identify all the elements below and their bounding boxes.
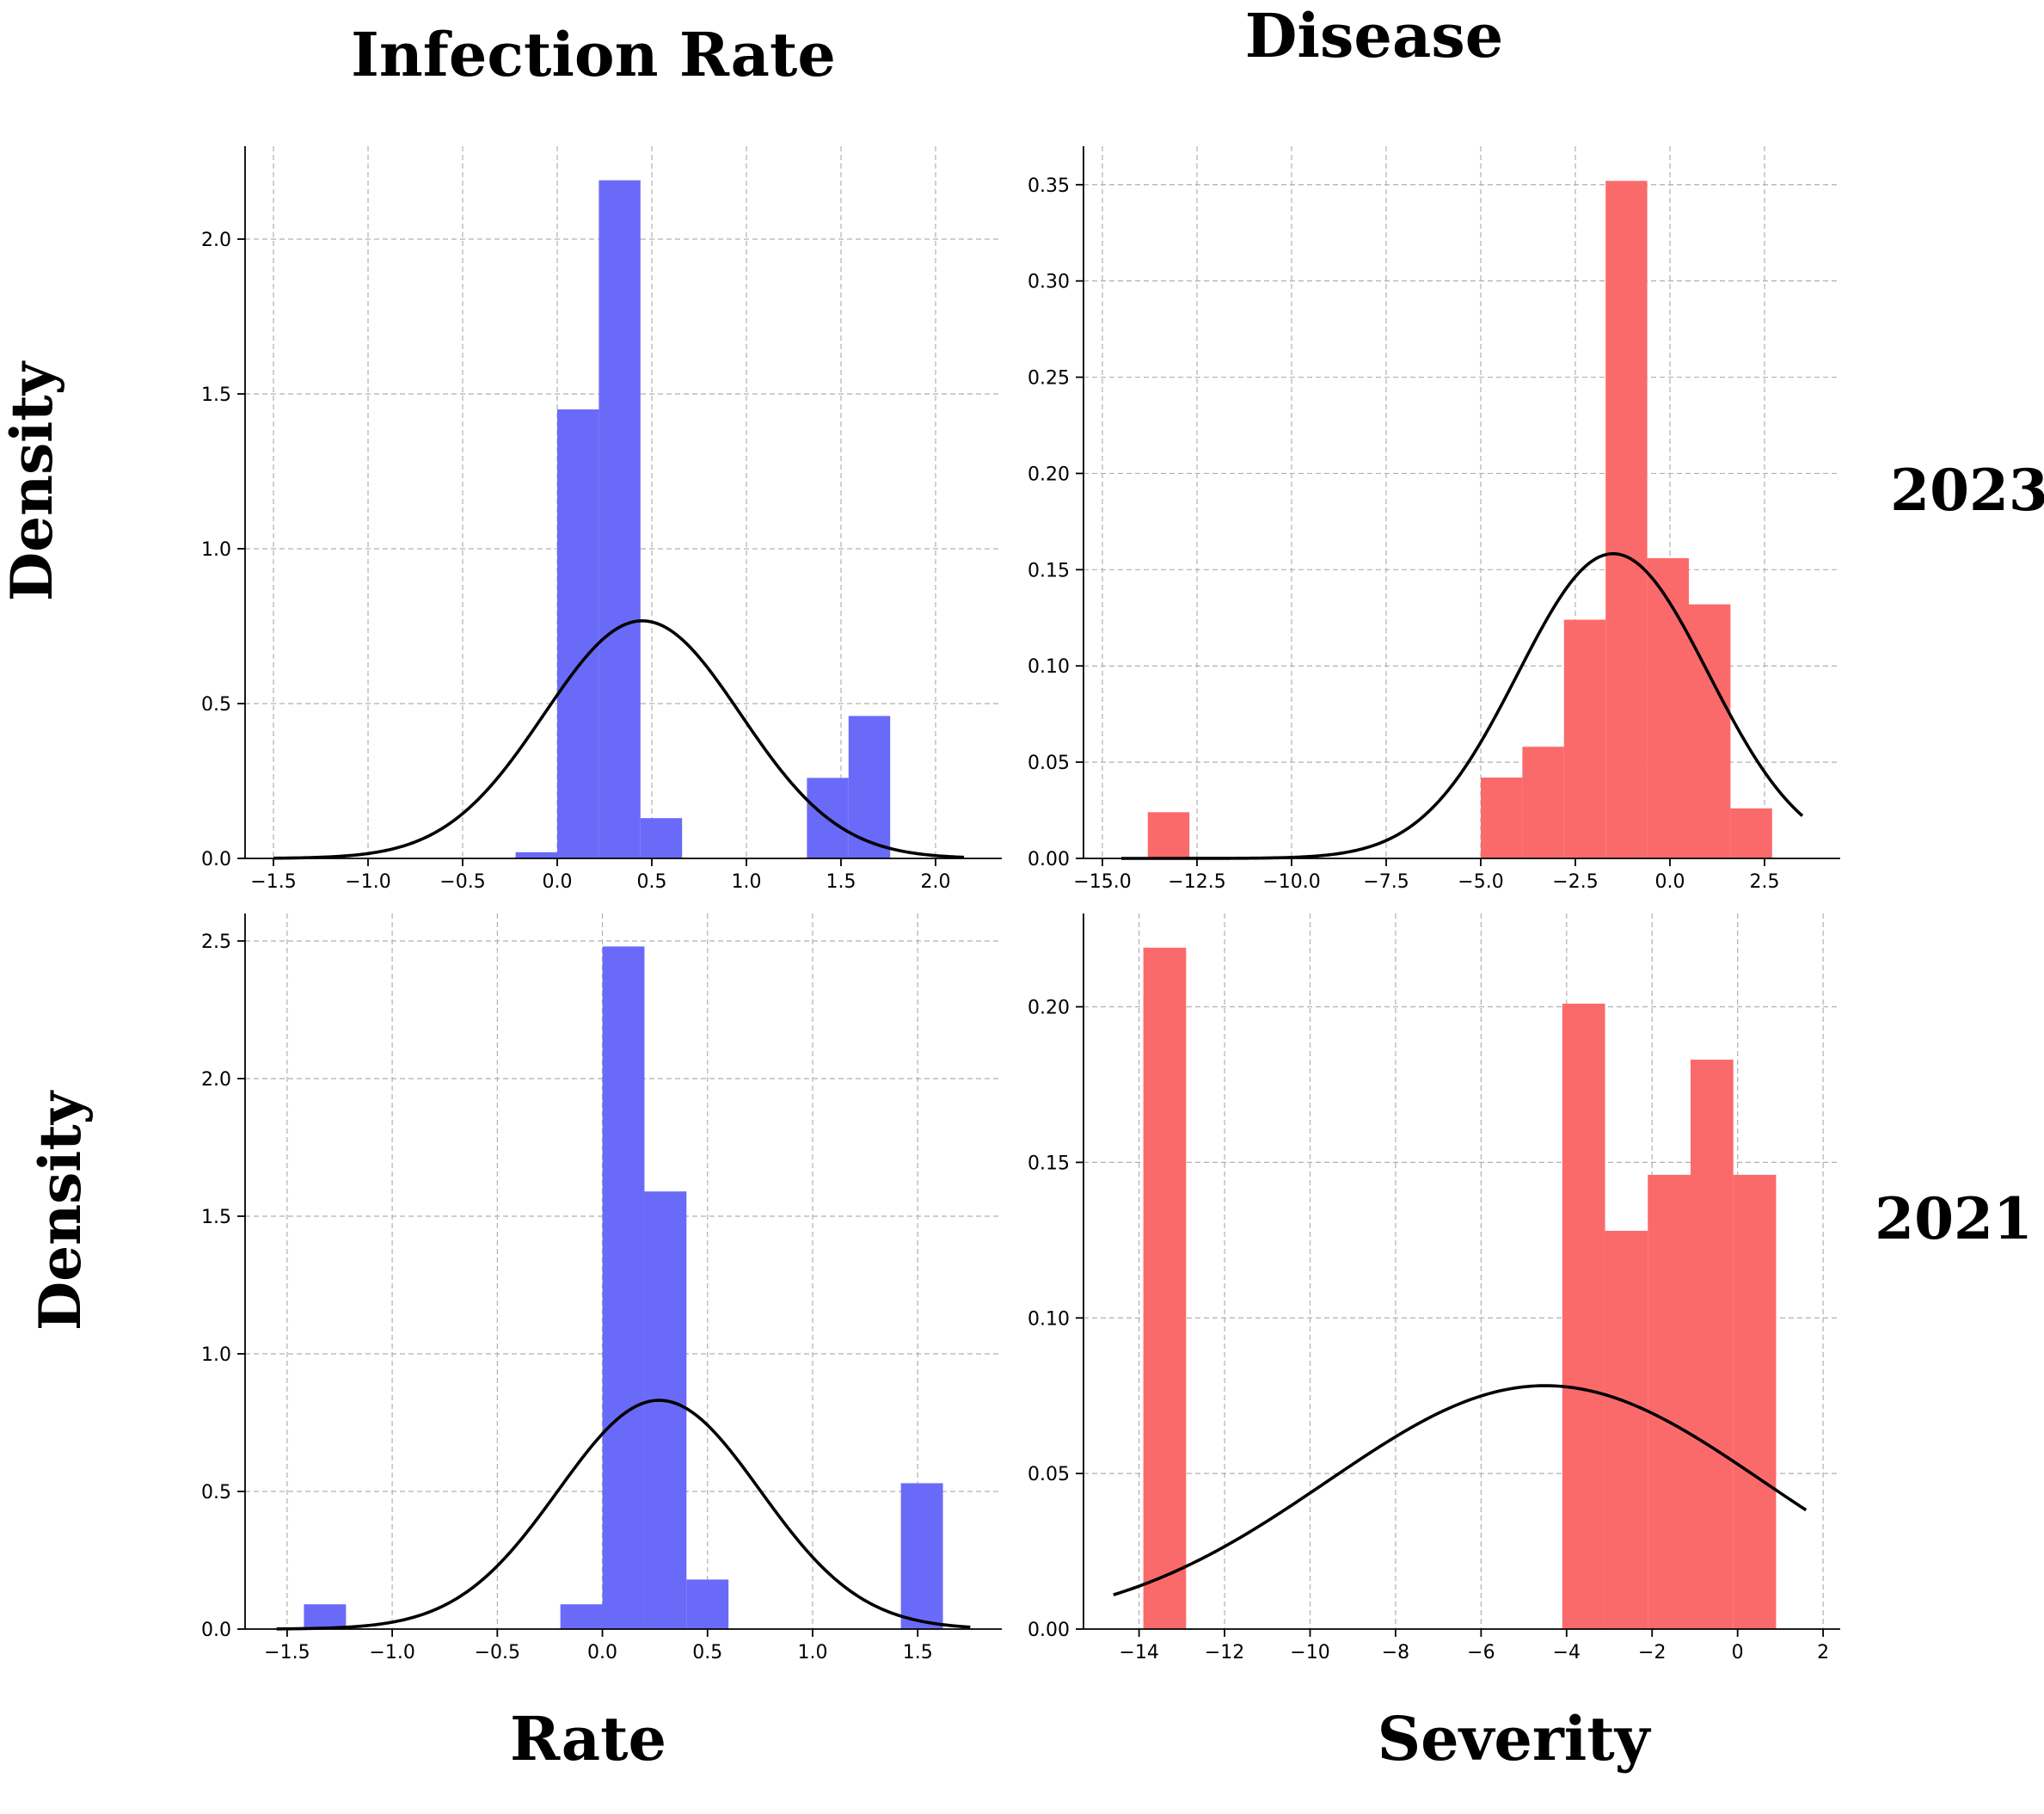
y-tick-label-5: 2.5 [201, 932, 231, 953]
x-tick-label-0: −14 [1119, 1642, 1158, 1663]
panel-disease-2021: −14 −12 −10 −8 −6 −4 −2 0 2 0.00 0.05 0.10 0.15 0.20 [1028, 913, 1840, 1663]
y-tick-label-0: 0.0 [201, 1620, 231, 1641]
panel-infection-rate-2021: −1.5 −1.0 −0.5 0.0 0.5 1.0 1.5 0.0 0.5 1.0 1.5 2.0 2… [201, 913, 1002, 1663]
y-tick-label-6: 0.30 [1028, 272, 1070, 293]
x-tick-label-0: −15.0 [1073, 871, 1131, 893]
x-tick-label-5: −2.5 [1552, 871, 1598, 893]
y-tick-label-2: 1.0 [201, 539, 231, 561]
histogram-bar-7 [1730, 808, 1772, 858]
x-tick-label-1: −1.0 [345, 871, 390, 893]
normal-fit-curve [273, 619, 965, 860]
y-tick-label-4: 0.20 [1028, 998, 1070, 1019]
x-tick-label-2: −0.5 [475, 1642, 520, 1663]
x-tick-label-6: 1.5 [826, 871, 856, 893]
x-tick-label-7: 0 [1732, 1642, 1744, 1663]
y-tick-label-0: 0.00 [1028, 849, 1070, 870]
x-tick-label-1: −1.0 [369, 1642, 414, 1663]
histogram-bar-0 [1143, 947, 1187, 1629]
x-tick-label-2: −10 [1290, 1642, 1329, 1663]
y-tick-label-0: 0.00 [1028, 1620, 1070, 1641]
histogram-bar-6 [1689, 604, 1731, 858]
y-tick-label-4: 2.0 [201, 230, 231, 251]
xlabel-severity: Severity [1378, 1703, 1652, 1774]
x-tick-label-0: −1.5 [250, 871, 296, 893]
x-tick-label-7: 2.5 [1750, 871, 1780, 893]
y-tick-label-3: 1.5 [201, 384, 231, 406]
x-tick-label-2: −10.0 [1262, 871, 1320, 893]
histogram-bar-5 [1733, 1174, 1777, 1629]
y-tick-label-3: 1.5 [201, 1207, 231, 1228]
histogram-bar-1 [1481, 778, 1523, 858]
y-tick-label-7: 0.35 [1028, 175, 1070, 197]
x-tick-label-5: −4 [1553, 1642, 1581, 1663]
y-tick-label-2: 1.0 [201, 1344, 231, 1366]
x-tick-label-1: −12.5 [1168, 871, 1225, 893]
histogram-bar-3 [1563, 619, 1606, 858]
ylabel-density-bottom: Density [27, 1090, 94, 1331]
x-tick-label-4: 0.5 [692, 1642, 722, 1663]
y-tick-label-2: 0.10 [1028, 656, 1070, 678]
histogram-bar-5 [1647, 557, 1689, 858]
histogram-bar-4 [1605, 181, 1648, 859]
x-tick-label-3: 0.0 [587, 1642, 617, 1663]
x-tick-label-0: −1.5 [264, 1642, 310, 1663]
x-tick-label-8: 2 [1817, 1642, 1829, 1663]
x-tick-label-3: −7.5 [1363, 871, 1409, 893]
histogram-bar-3 [640, 818, 683, 858]
y-tick-label-0: 0.0 [201, 849, 231, 870]
panel-disease-2023: −15.0 −12.5 −10.0 −7.5 −5.0 −2.5 0.0 2.5 0.00 0.0… [1028, 146, 1840, 893]
histogram-bar-0 [515, 852, 557, 858]
x-tick-label-4: 0.5 [637, 871, 667, 893]
y-tick-label-4: 2.0 [201, 1069, 231, 1091]
histogram-bar-0 [304, 1604, 347, 1629]
x-tick-label-5: 1.0 [798, 1642, 828, 1663]
y-tick-label-4: 0.20 [1028, 464, 1070, 485]
histogram-bar-2 [598, 180, 641, 859]
histogram-bar-2 [1605, 1230, 1648, 1629]
y-tick-label-1: 0.05 [1028, 753, 1070, 774]
x-tick-label-1: −12 [1205, 1642, 1244, 1663]
row-label-2021: 2021 [1875, 1185, 2033, 1252]
row-label-2023: 2023 [1890, 457, 2044, 524]
x-tick-label-6: 0.0 [1655, 871, 1685, 893]
col-title-infection-rate: Infection Rate [351, 19, 836, 90]
y-tick-label-1: 0.05 [1028, 1464, 1070, 1485]
x-tick-label-5: 1.0 [732, 871, 762, 893]
histogram-bar-2 [1522, 747, 1564, 858]
x-tick-label-3: 0.0 [543, 871, 573, 893]
histogram-bar-5 [900, 1483, 943, 1629]
normal-fit-curve [276, 1399, 971, 1631]
x-tick-label-4: −6 [1467, 1642, 1495, 1663]
histogram-bar-1 [1562, 1003, 1605, 1629]
normal-fit-curve [1113, 1384, 1808, 1596]
x-tick-label-6: −2 [1638, 1642, 1666, 1663]
col-title-disease: Disease [1245, 0, 1504, 71]
x-tick-label-6: 1.5 [903, 1642, 933, 1663]
x-tick-label-3: −8 [1382, 1642, 1409, 1663]
histogram-bar-4 [1690, 1060, 1734, 1629]
histogram-bar-3 [1648, 1174, 1691, 1629]
panel-infection-rate-2023: −1.5 −1.0 −0.5 0.0 0.5 1.0 1.5 2.0 0.0 0.5 1.0 1.5 2… [201, 146, 1002, 893]
xlabel-rate: Rate [510, 1703, 666, 1774]
histogram-bar-2 [602, 946, 645, 1629]
x-tick-label-2: −0.5 [439, 871, 485, 893]
histogram-bar-1 [557, 409, 599, 858]
y-tick-label-3: 0.15 [1028, 560, 1070, 581]
y-tick-label-5: 0.25 [1028, 368, 1070, 390]
ylabel-density-top: Density [0, 360, 65, 601]
y-tick-label-3: 0.15 [1028, 1153, 1070, 1174]
y-tick-label-1: 0.5 [201, 694, 231, 716]
histogram-bar-1 [560, 1604, 603, 1629]
histogram-bar-3 [644, 1191, 687, 1629]
y-tick-label-1: 0.5 [201, 1482, 231, 1503]
x-tick-label-4: −5.0 [1458, 871, 1503, 893]
histogram-bar-4 [686, 1579, 729, 1629]
y-tick-label-2: 0.10 [1028, 1308, 1070, 1330]
histogram-bar-0 [1147, 812, 1190, 858]
x-tick-label-7: 2.0 [921, 871, 951, 893]
